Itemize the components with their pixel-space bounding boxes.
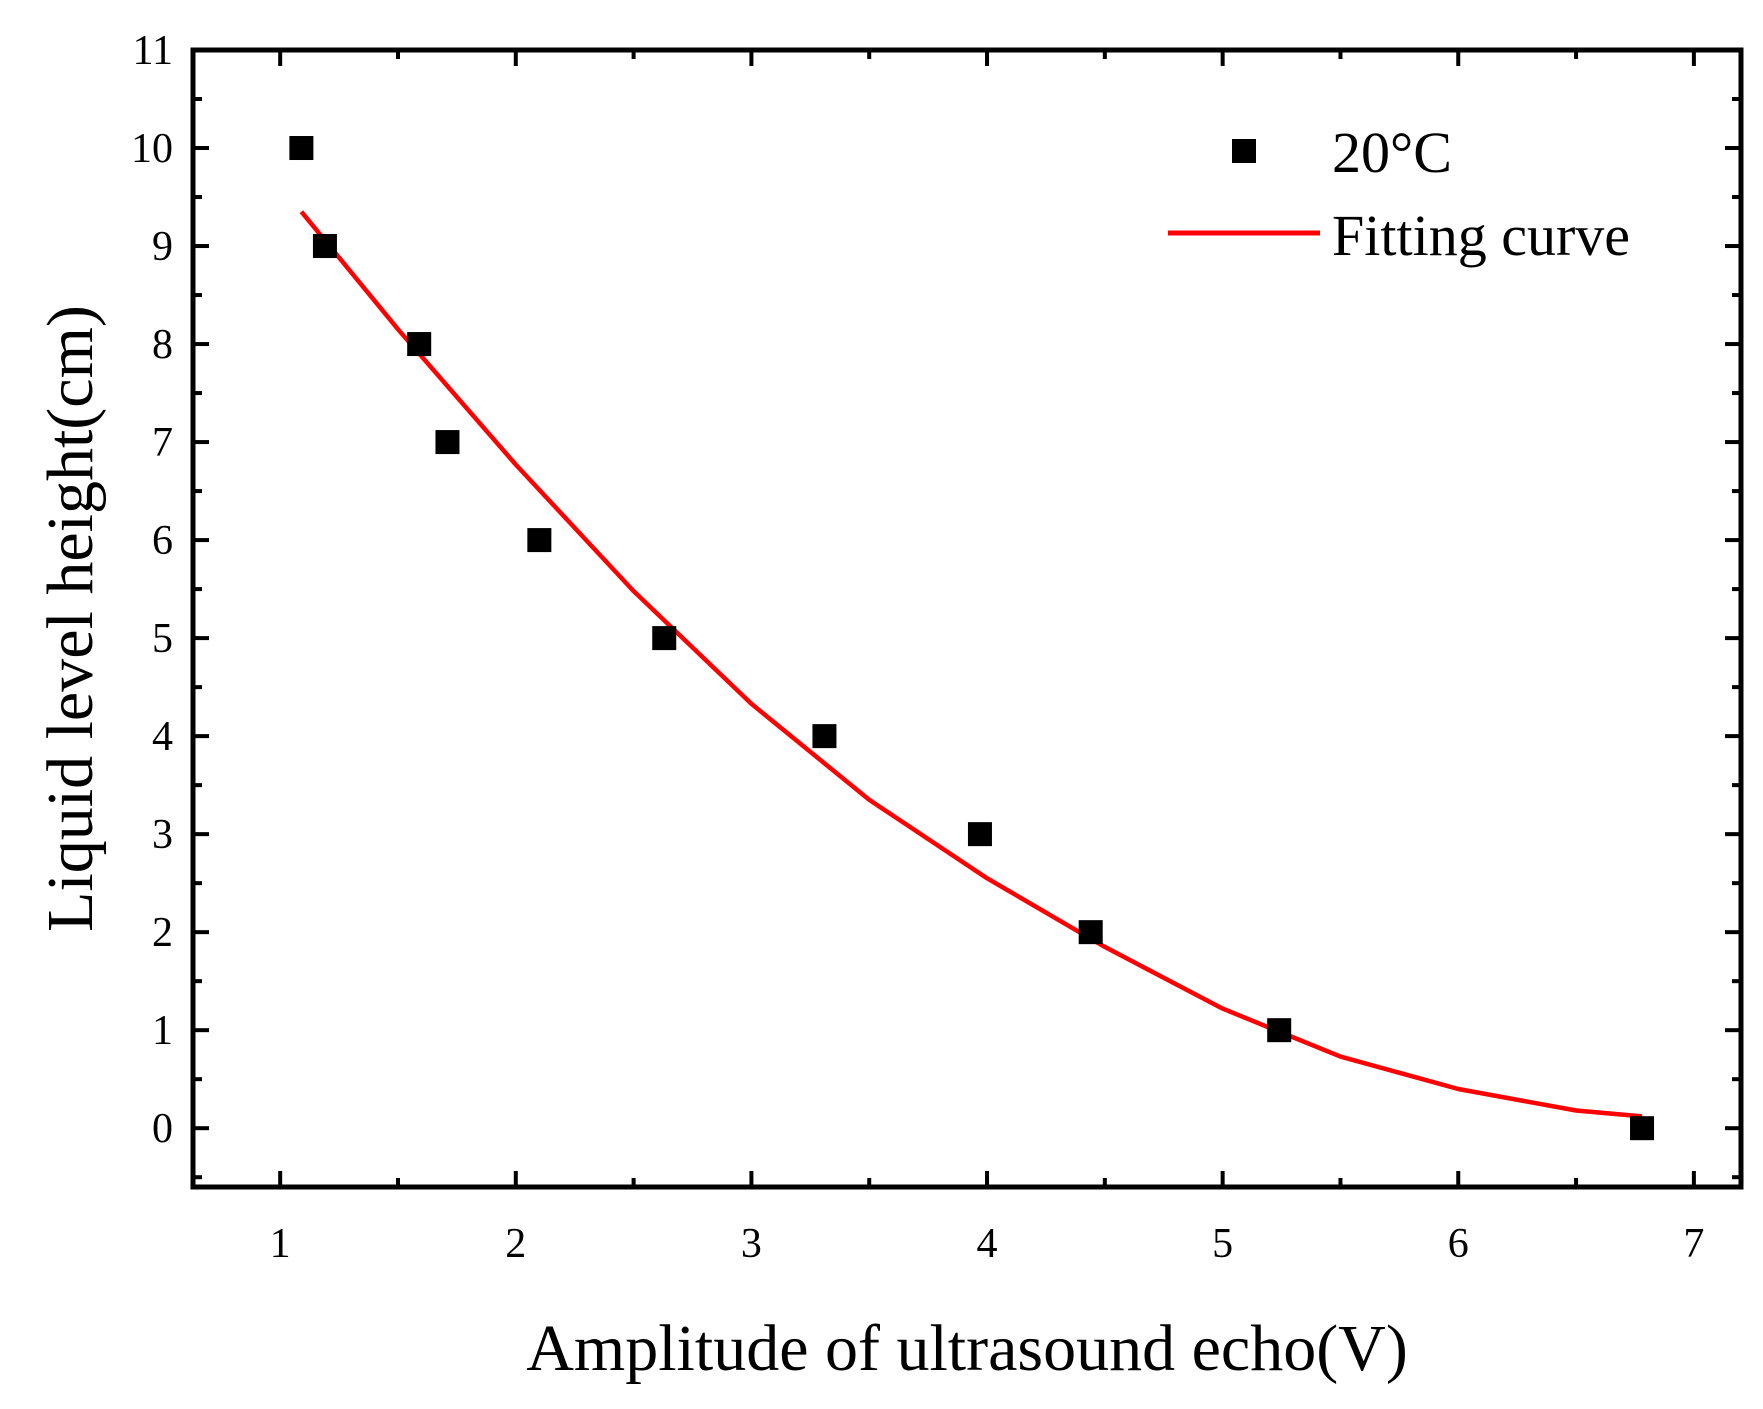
legend-marker-20c (1232, 139, 1256, 163)
x-tick-label: 3 (741, 1221, 762, 1267)
y-tick-label: 1 (152, 1008, 173, 1054)
y-tick-label: 11 (133, 28, 173, 74)
legend-label-20c: 20°C (1332, 120, 1452, 185)
y-tick-label: 0 (152, 1106, 173, 1152)
x-tick-label: 1 (270, 1221, 291, 1267)
x-tick-label: 7 (1683, 1221, 1704, 1267)
fitting-curve-layer (299, 210, 1643, 1119)
x-axis-ticks: 1 2 3 4 5 6 7 (270, 50, 1704, 1267)
y-axis-title: Liquid level height(cm) (34, 305, 107, 932)
legend-label-fitting-curve: Fitting curve (1332, 203, 1630, 268)
y-tick-label: 9 (152, 224, 173, 270)
data-point (967, 822, 992, 847)
y-tick-label: 5 (152, 616, 173, 662)
scatter-points-layer (289, 136, 1655, 1141)
data-point (435, 430, 460, 455)
y-tick-label: 2 (152, 910, 173, 956)
y-tick-label: 3 (152, 812, 173, 858)
data-point (527, 528, 552, 553)
data-point (1078, 920, 1103, 945)
data-point (1630, 1116, 1655, 1141)
y-tick-label: 8 (152, 322, 173, 368)
plot-area (190, 47, 1744, 1190)
y-tick-label: 10 (131, 126, 173, 172)
data-point (812, 724, 837, 749)
y-tick-label: 6 (152, 518, 173, 564)
legend: 20°C Fitting curve (1168, 120, 1630, 268)
y-tick-label: 4 (152, 714, 173, 760)
fitting-curve-line (299, 210, 1643, 1119)
data-point (312, 234, 337, 259)
x-tick-label: 2 (505, 1221, 526, 1267)
data-point (1267, 1018, 1292, 1043)
data-point (289, 136, 314, 161)
x-axis-title: Amplitude of ultrasound echo(V) (526, 1312, 1408, 1385)
x-tick-label: 4 (977, 1221, 998, 1267)
data-point (652, 626, 677, 651)
y-tick-label: 7 (152, 420, 173, 466)
x-tick-label: 5 (1212, 1221, 1233, 1267)
y-axis-ticks: 0 1 2 3 4 5 6 7 8 9 10 11 (131, 28, 1741, 1180)
data-point (407, 332, 432, 357)
x-tick-label: 6 (1448, 1221, 1469, 1267)
